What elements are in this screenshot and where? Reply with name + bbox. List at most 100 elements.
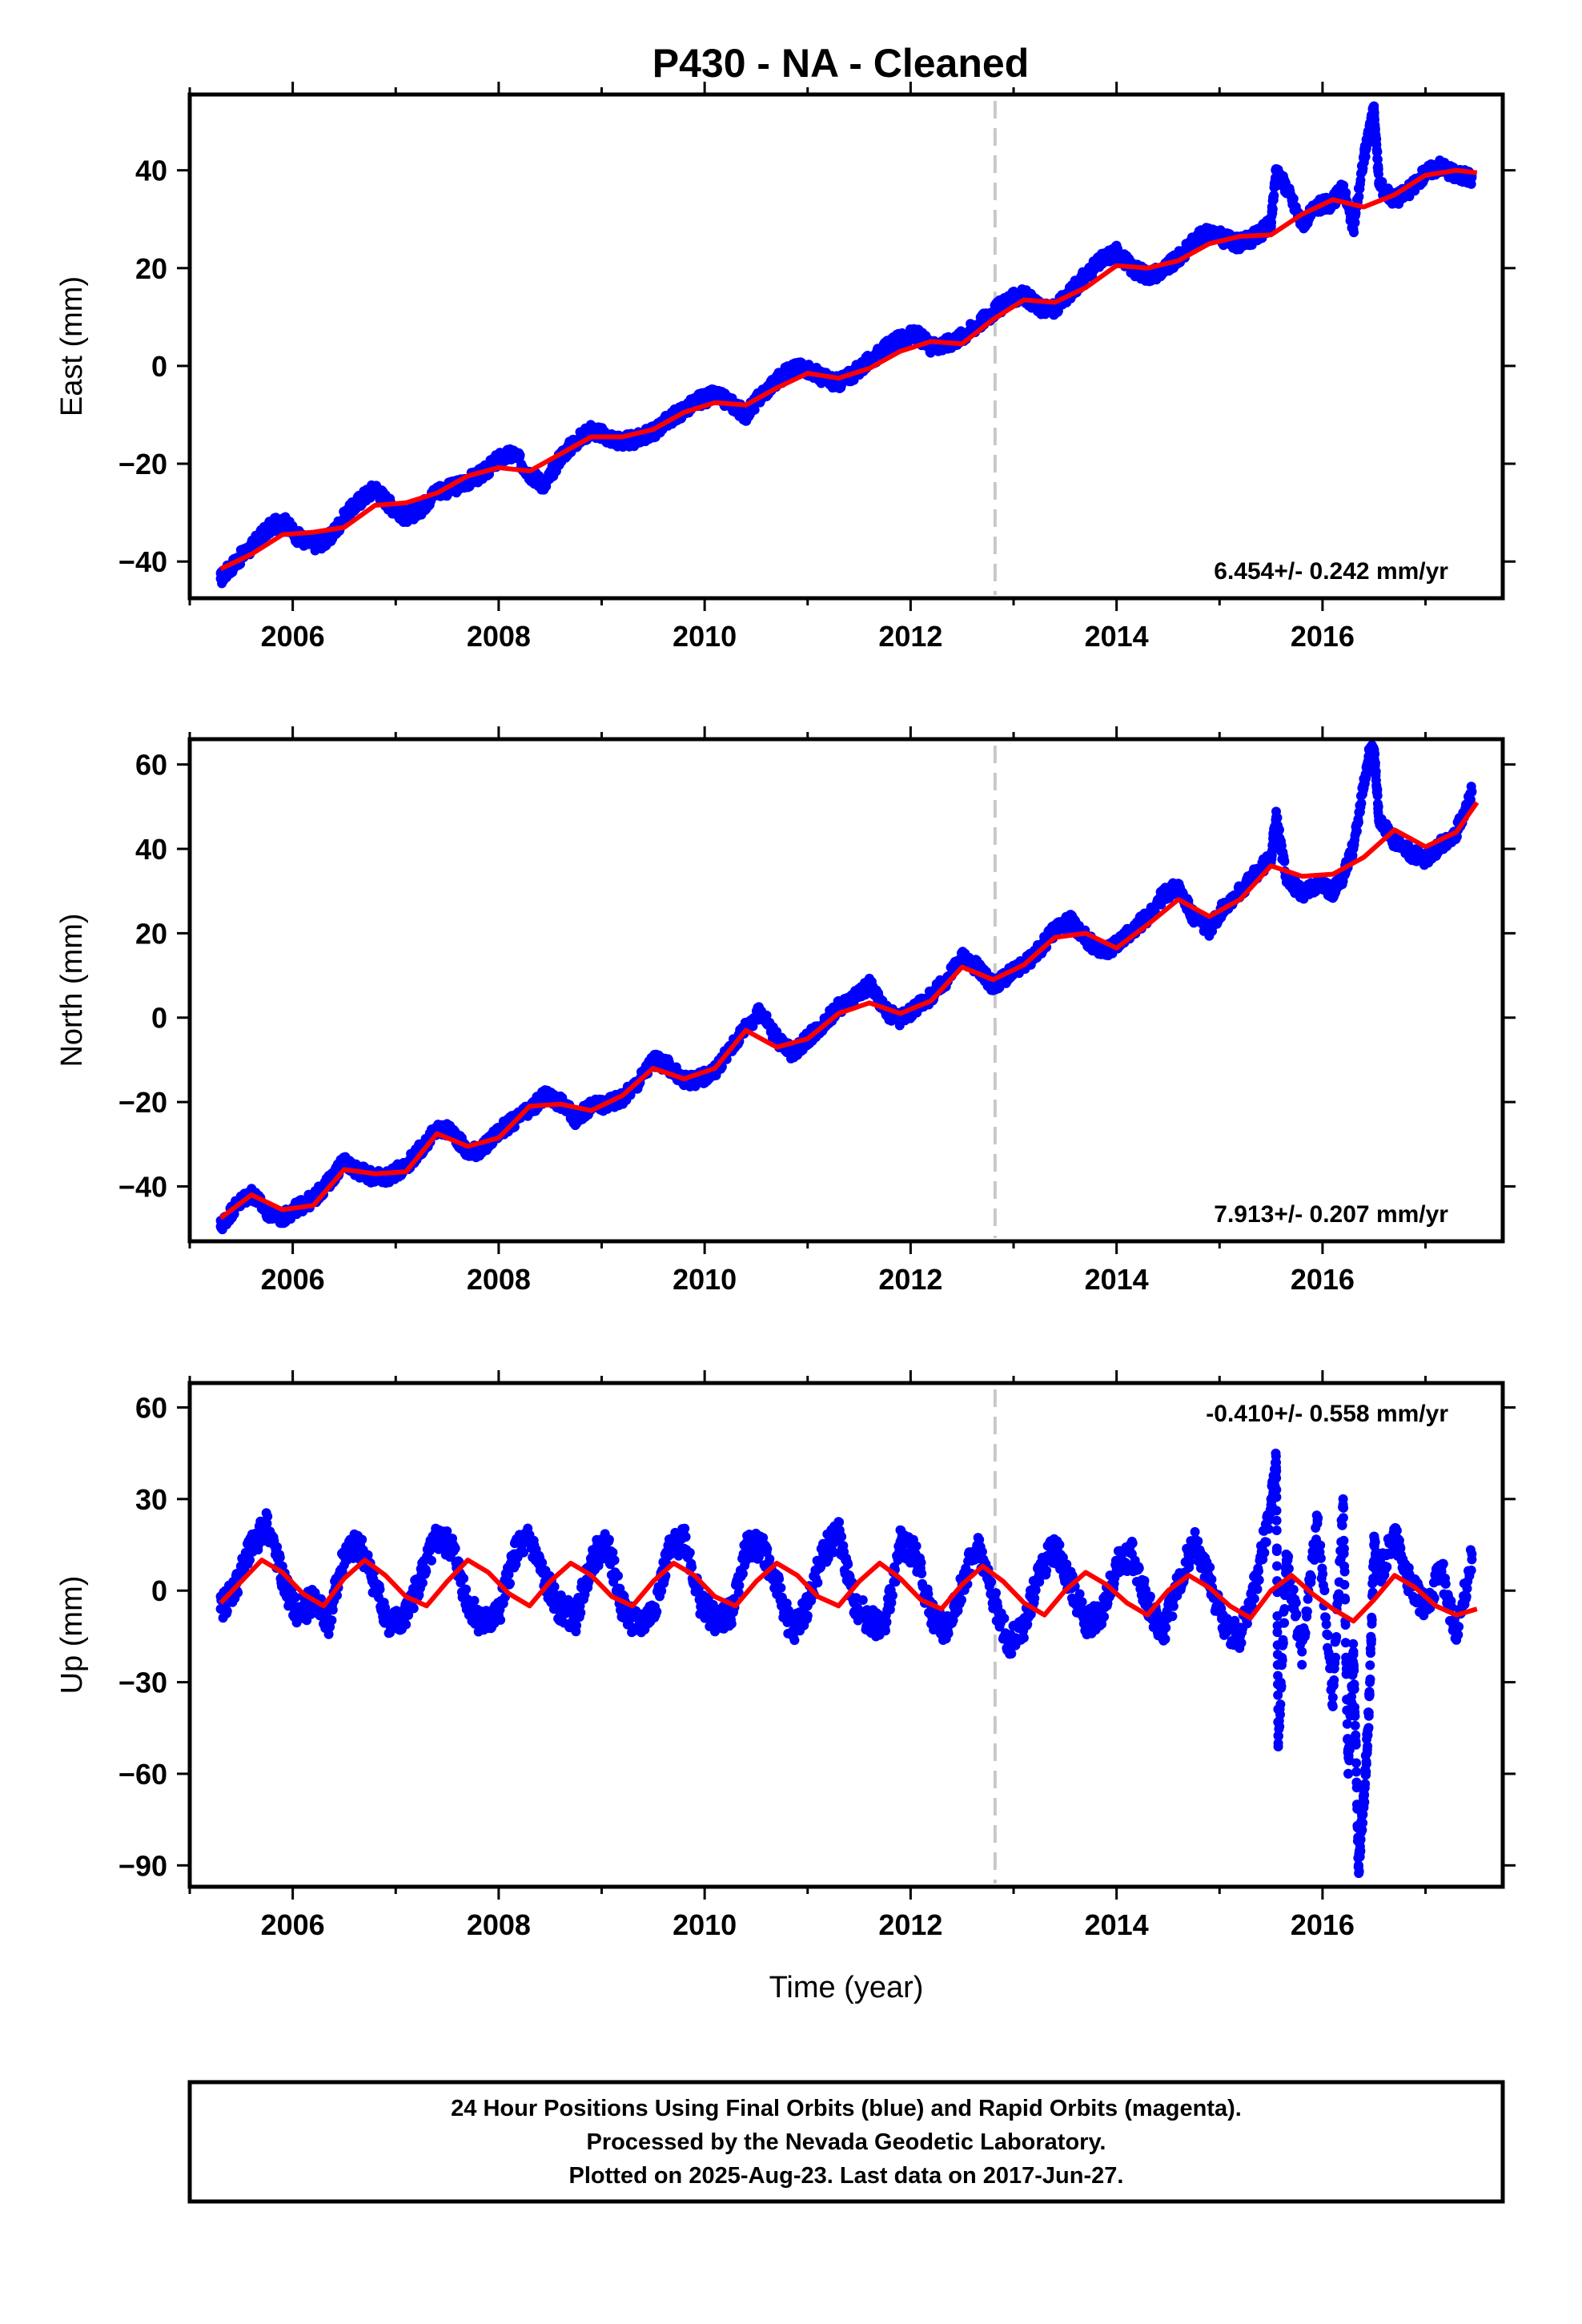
data-point — [694, 395, 705, 405]
y-tick-label: 20 — [135, 917, 167, 950]
data-point — [215, 573, 226, 584]
y-tick-label: −20 — [118, 1086, 167, 1119]
data-point — [1050, 924, 1060, 935]
panel-north: 2006 2008 2010 2012 2014 2016−40−200204060Nor… — [55, 726, 1516, 1296]
data-point — [275, 1552, 285, 1562]
data-point — [1189, 913, 1199, 923]
data-point — [1266, 219, 1276, 229]
data-point — [339, 1156, 349, 1166]
data-point — [1374, 814, 1384, 825]
data-point — [1312, 879, 1323, 890]
data-point — [1271, 165, 1281, 175]
y-tick-label: 40 — [135, 833, 167, 866]
data-point — [540, 480, 550, 491]
x-tick-label: 2008 — [467, 620, 531, 653]
data-point — [1348, 842, 1359, 852]
y-tick-label: 0 — [151, 350, 167, 383]
x-tick-label: 2012 — [878, 620, 942, 653]
data-point — [1269, 191, 1279, 201]
data-point — [1420, 854, 1431, 865]
y-tick-label: −40 — [118, 545, 167, 578]
data-point — [1050, 304, 1060, 315]
data-point — [1353, 817, 1363, 827]
x-tick-label: 2012 — [878, 1263, 942, 1296]
data-point — [1359, 781, 1369, 790]
x-tick-label: 2014 — [1085, 620, 1149, 653]
data-point — [864, 979, 874, 989]
x-tick-label: 2016 — [1291, 1263, 1355, 1296]
data-point — [448, 1127, 457, 1136]
data-point — [339, 513, 349, 523]
data-point — [1081, 271, 1091, 280]
rate-label: 7.913+/- 0.207 mm/yr — [1214, 1201, 1448, 1228]
data-point — [772, 1034, 782, 1044]
data-point — [1372, 790, 1383, 801]
data-point — [1275, 825, 1284, 835]
data-point — [632, 434, 643, 444]
data-point — [1405, 848, 1415, 858]
data-point — [291, 1592, 301, 1602]
x-tick-label: 2016 — [1291, 620, 1355, 653]
x-tick-label: 2006 — [261, 1263, 325, 1296]
data-point — [1389, 838, 1399, 848]
data-point — [262, 525, 272, 535]
x-tick-label: 2010 — [673, 620, 737, 653]
data-point — [833, 378, 844, 388]
y-tick-label: −20 — [118, 448, 167, 480]
data-point — [864, 356, 874, 366]
y-tick-label: 40 — [135, 155, 167, 187]
data-point — [493, 454, 504, 464]
x-tick-label: 2010 — [673, 1263, 737, 1296]
data-point — [1354, 191, 1364, 202]
data-point — [432, 1124, 442, 1135]
data-point — [1065, 915, 1075, 926]
data-point — [355, 495, 365, 505]
data-point — [1204, 924, 1215, 935]
data-point — [1267, 204, 1278, 215]
data-point — [263, 1511, 273, 1522]
rate-label: 6.454+/- 0.242 mm/yr — [1214, 558, 1448, 585]
data-point — [910, 329, 921, 340]
data-point — [1096, 949, 1106, 959]
data-point — [1363, 128, 1374, 139]
x-tick-label: 2006 — [261, 620, 325, 653]
data-point — [1281, 873, 1291, 883]
data-point — [957, 951, 967, 962]
plot-frame — [187, 737, 1505, 1244]
fit-line — [219, 167, 1478, 572]
data-point — [1369, 104, 1379, 115]
data-point — [478, 1144, 488, 1154]
data-point — [1142, 271, 1153, 280]
data-point — [509, 448, 520, 459]
plot-frame — [187, 92, 1505, 601]
x-tick-label: 2014 — [1085, 1263, 1149, 1296]
data-point — [880, 344, 890, 354]
data-point — [327, 1605, 338, 1615]
data-point — [741, 410, 751, 420]
data-point — [1173, 882, 1183, 892]
data-point — [1338, 871, 1348, 882]
y-tick-label: 60 — [135, 749, 167, 782]
data-point — [895, 334, 905, 344]
data-point — [1359, 153, 1369, 163]
data-point — [586, 424, 596, 435]
y-tick-label: 0 — [151, 1002, 167, 1035]
y-axis-label: East (mm) — [55, 276, 89, 416]
data-point — [1158, 265, 1168, 275]
data-point — [215, 1221, 226, 1232]
data-point — [973, 962, 982, 972]
data-point — [245, 1555, 255, 1565]
data-point — [756, 1006, 766, 1016]
data-point — [323, 1629, 334, 1639]
data-point — [1356, 798, 1367, 809]
data-point — [1189, 236, 1199, 247]
y-tick-label: −40 — [118, 1171, 167, 1204]
data-point — [1338, 183, 1348, 192]
data-point — [1370, 758, 1380, 768]
data-point — [272, 1542, 283, 1552]
panel-east: 2006 2008 2010 2012 2014 2016−40−2002040East … — [55, 82, 1516, 653]
data-point — [1204, 227, 1215, 236]
data-point — [741, 1021, 751, 1031]
data-point — [1467, 172, 1477, 183]
x-tick-label: 2008 — [467, 1263, 531, 1296]
